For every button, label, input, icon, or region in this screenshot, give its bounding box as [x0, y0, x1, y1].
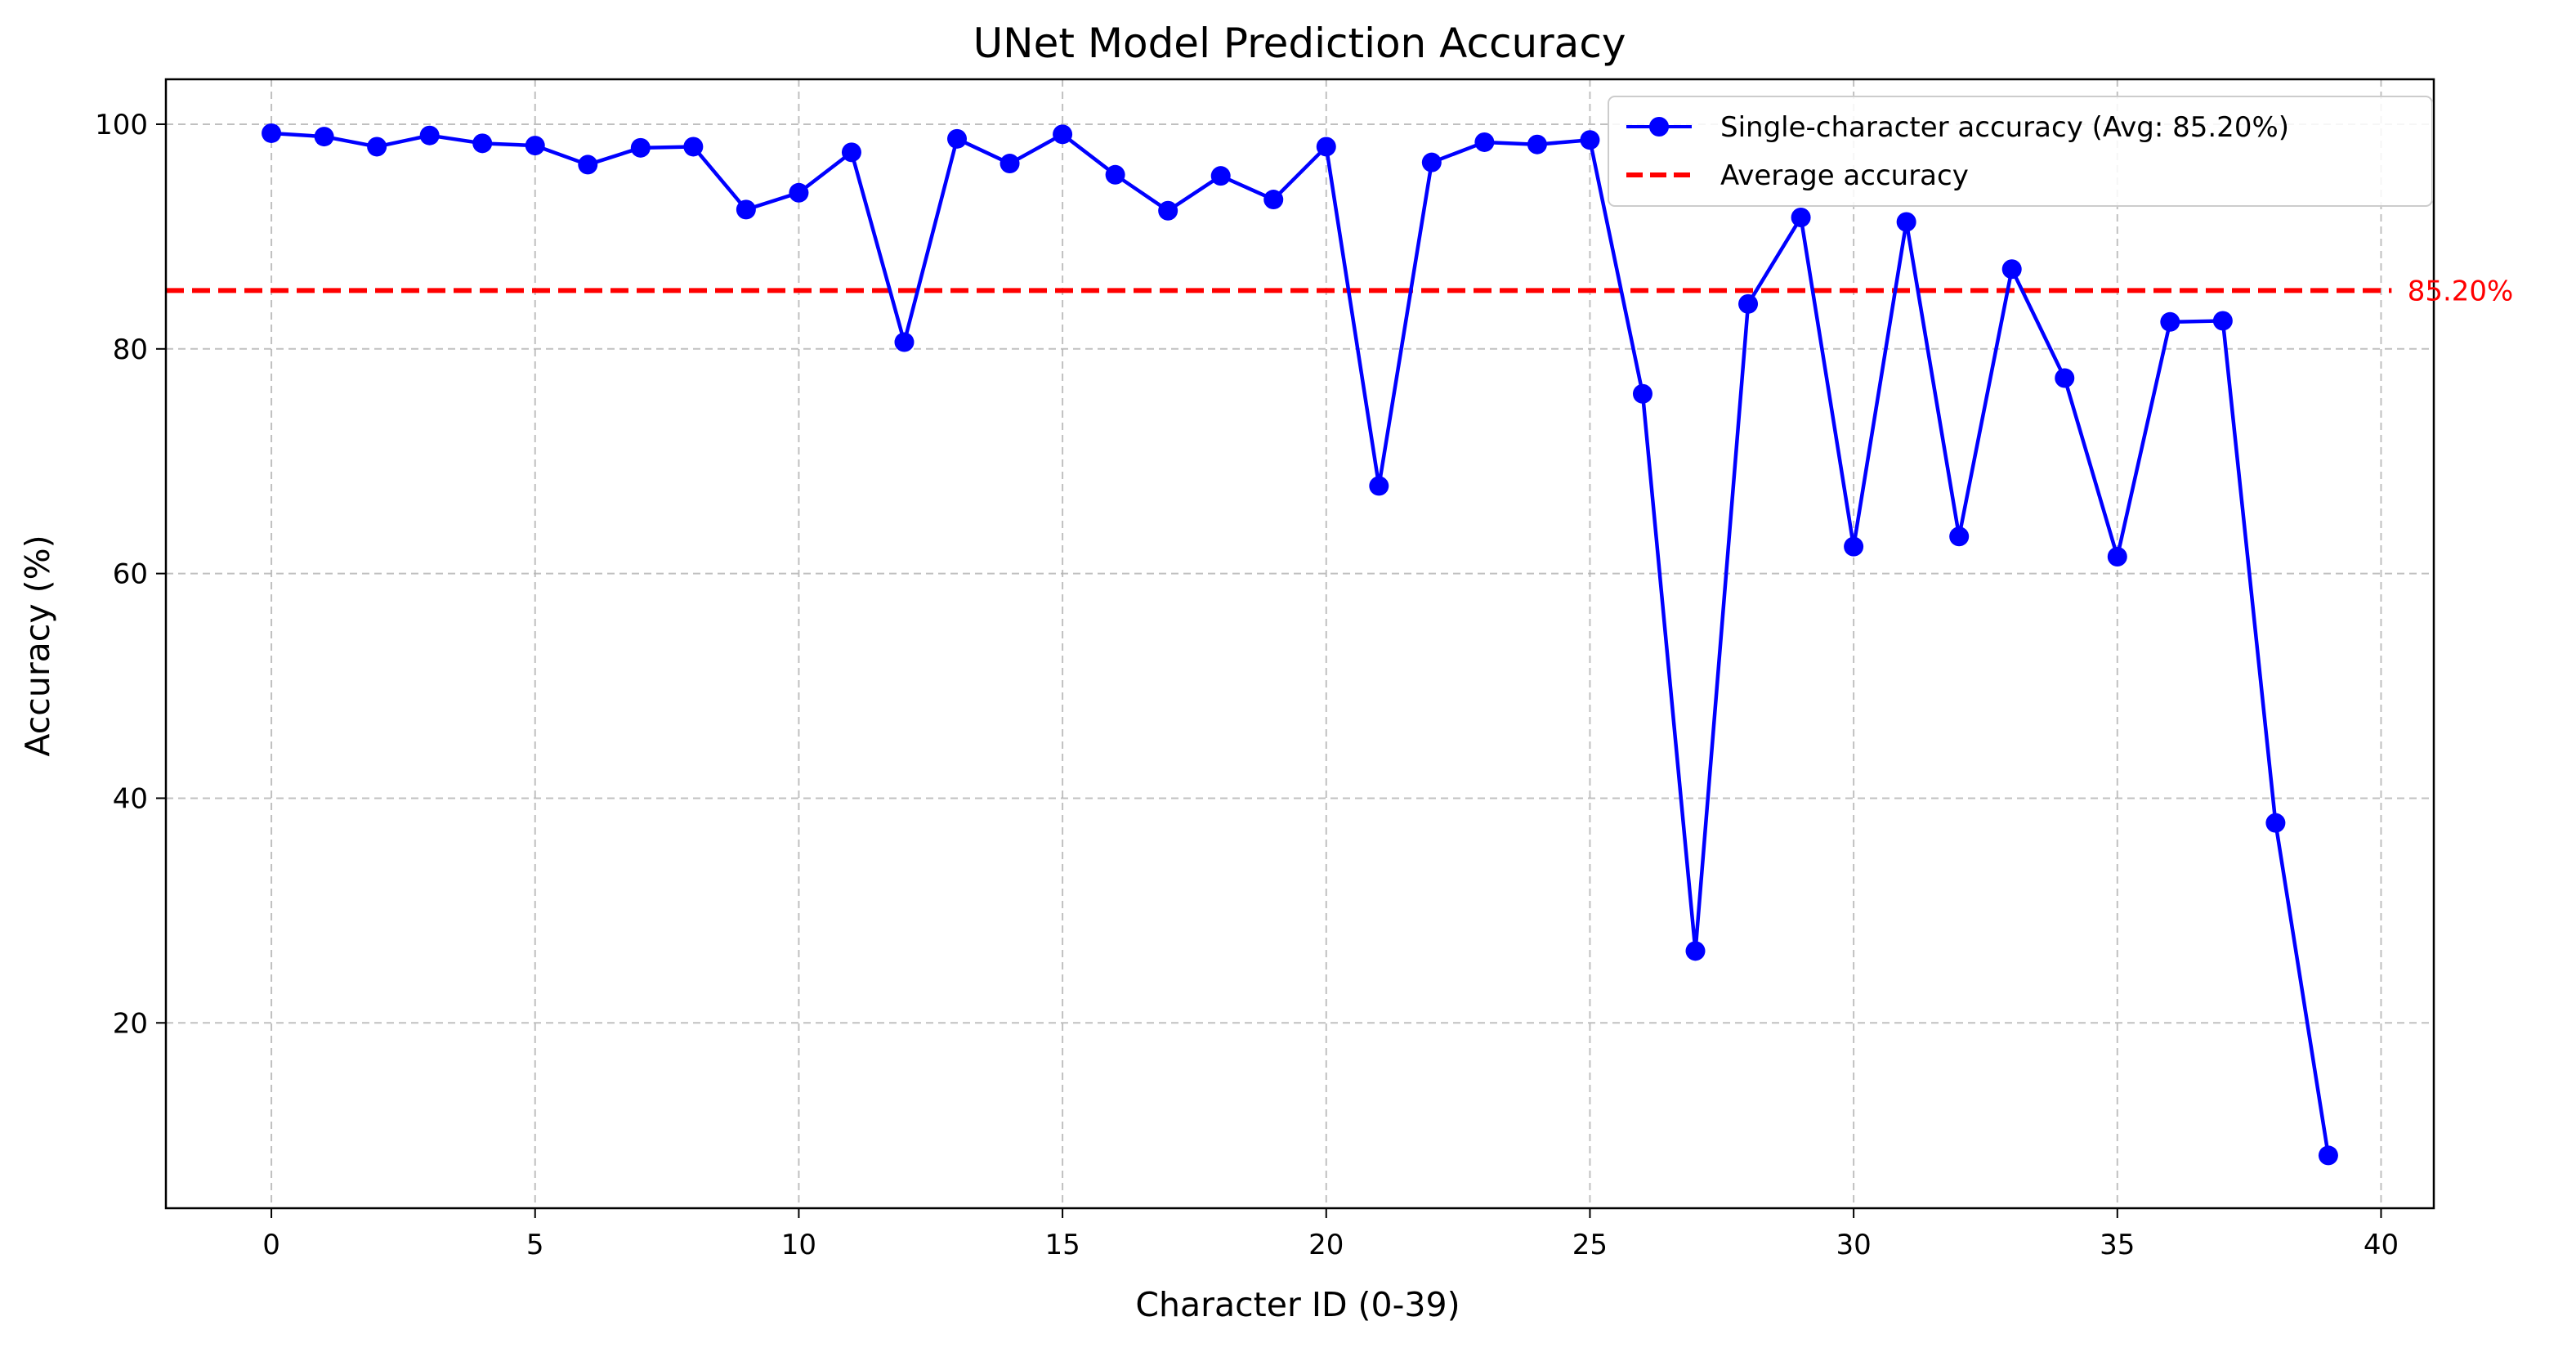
accuracy-data-point [1105, 164, 1125, 185]
accuracy-data-point [2001, 259, 2022, 280]
accuracy-data-point [1210, 166, 1231, 186]
chart-title: UNet Model Prediction Accuracy [973, 20, 1626, 67]
accuracy-data-point [947, 128, 968, 149]
accuracy-data-point [1580, 130, 1600, 150]
accuracy-data-point [2212, 311, 2233, 331]
accuracy-data-point [1896, 212, 1916, 232]
series-layer [262, 123, 2338, 1166]
legend-series-marker [1649, 117, 1669, 137]
legend-series-label: Single-character accuracy (Avg: 85.20%) [1720, 111, 2289, 144]
x-axis-title: Character ID (0-39) [1135, 1285, 1460, 1324]
x-axis-ticks: 0 5 10 15 20 25 30 35 40 [262, 1208, 2399, 1261]
accuracy-data-point [1158, 200, 1178, 221]
accuracy-data-point [683, 137, 704, 157]
accuracy-data-point [1421, 152, 1442, 172]
x-tick-label: 35 [2100, 1229, 2135, 1261]
x-tick-label: 15 [1044, 1229, 1080, 1261]
accuracy-data-point [736, 199, 756, 220]
y-tick-label: 100 [95, 109, 148, 141]
accuracy-data-point [1474, 132, 1495, 152]
x-tick-label: 20 [1308, 1229, 1344, 1261]
y-tick-label: 40 [113, 782, 148, 815]
accuracy-data-point [1844, 536, 1864, 557]
accuracy-series-line [271, 131, 2331, 1156]
accuracy-data-point [2265, 813, 2286, 833]
accuracy-data-point [1791, 208, 1811, 228]
x-tick-label: 40 [2364, 1229, 2399, 1261]
x-tick-label: 30 [1836, 1229, 1871, 1261]
accuracy-data-point [2318, 1145, 2338, 1166]
accuracy-data-point [894, 332, 915, 352]
accuracy-data-point [525, 136, 545, 156]
accuracy-data-point [1263, 190, 1284, 210]
accuracy-data-point [630, 137, 651, 158]
accuracy-data-point [1949, 526, 1970, 547]
accuracy-data-point [1738, 293, 1759, 314]
y-tick-label: 80 [113, 334, 148, 366]
y-axis-ticks: 20 40 60 80 100 [95, 109, 166, 1040]
accuracy-data-point [1527, 134, 1547, 155]
accuracy-data-point [1685, 941, 1706, 961]
accuracy-data-point [2160, 311, 2180, 332]
accuracy-data-point [1000, 154, 1020, 174]
x-tick-label: 10 [781, 1229, 816, 1261]
legend-average-label: Average accuracy [1720, 159, 1969, 192]
accuracy-data-point [2055, 368, 2075, 388]
accuracy-data-point [419, 125, 440, 146]
accuracy-data-point [1632, 383, 1652, 404]
accuracy-data-point [1369, 476, 1389, 496]
accuracy-data-point [578, 155, 598, 175]
x-tick-label: 0 [262, 1229, 280, 1261]
accuracy-data-point [367, 137, 387, 157]
x-tick-label: 5 [526, 1229, 544, 1261]
y-tick-label: 20 [113, 1007, 148, 1040]
accuracy-data-point [314, 127, 334, 147]
accuracy-data-point [1053, 124, 1073, 145]
x-tick-label: 25 [1572, 1229, 1608, 1261]
accuracy-data-point [789, 182, 809, 203]
y-tick-label: 60 [113, 558, 148, 591]
accuracy-data-point [2107, 547, 2127, 567]
accuracy-data-point [841, 142, 861, 163]
legend: Single-character accuracy (Avg: 85.20%) … [1608, 96, 2433, 207]
average-value-label: 85.20% [2408, 275, 2514, 307]
plot-frame [164, 78, 2435, 1210]
accuracy-data-point [1316, 137, 1336, 157]
legend-box [1608, 96, 2433, 207]
accuracy-data-point [472, 133, 493, 154]
y-axis-title: Accuracy (%) [18, 535, 57, 756]
accuracy-data-point [262, 123, 282, 143]
